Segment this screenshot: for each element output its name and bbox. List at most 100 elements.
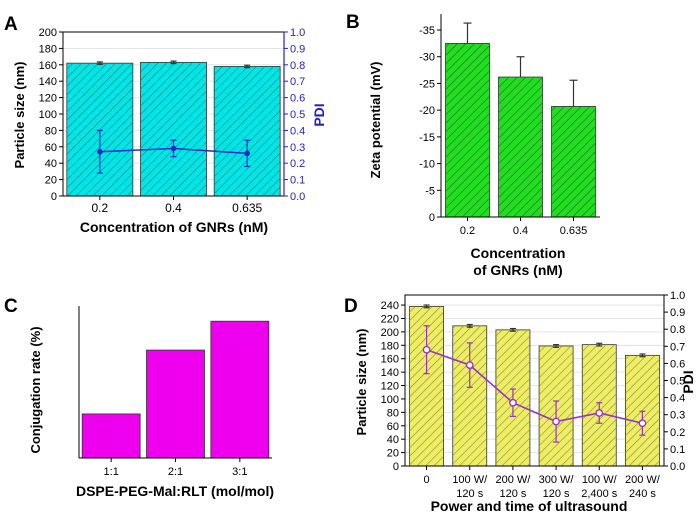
panel-d-y-tick-label: 80 [387,407,399,419]
panel-a-bar-hatch [66,63,133,196]
panel-d-y2-tick-label: 0.1 [670,444,685,456]
panel-d-pdi-point [595,409,604,417]
panel-b-y-tick-label: -25 [419,78,435,90]
panel-d-y-tick-label: 60 [387,421,399,433]
panel-d-pdi-line [426,348,643,425]
panel-b-bar-hatch [551,106,596,217]
panel-d-bar-hatch [625,355,660,466]
panel-d-y2-tick-label: 0.5 [670,376,685,388]
panel-d-x-tick-label: 200 W/ [625,474,661,486]
panel-b-y-tick-label: -20 [419,105,435,117]
panel-a-x-axis-label: Concentration of GNRs (nM) [80,219,268,235]
panel-a-y2-axis-label: PDI [311,103,327,126]
panel-a-y-tick-label: 200 [39,27,57,39]
panel-b-x-axis-label-line2: of GNRs (nM) [473,262,562,278]
panel-d-x-axis-label: Power and time of ultrasound [431,498,628,514]
panel-d-y-tick-label: 40 [387,434,399,446]
panel-a-label: A [4,14,18,35]
panel-a-y-tick-label: 60 [45,142,57,154]
panel-b-label: B [346,12,360,33]
panel-d-x-tick-label: 2,400 s [581,488,618,500]
panel-a-bar-hatch [214,66,281,196]
panel-a-y2-tick-label: 0.6 [290,93,305,105]
panel-b-x-tick-label: 0.2 [460,225,475,237]
panel-d-x-tick-label: 240 s [629,488,656,500]
panel-a-y2-tick-label: 0.3 [290,142,305,154]
panel-d-x-tick-label: 120 s [543,488,570,500]
panel-b-y-tick-label: -30 [419,52,435,64]
panel-d-y-tick-label: 200 [381,327,399,339]
panel-a-y-tick-label: 80 [45,125,57,137]
panel-c-bar [146,349,205,459]
panel-b-x-axis-label-line1: Concentration [471,245,566,261]
panel-a-y2-tick-label: 0.8 [290,60,305,72]
panel-d-x-tick-label: 120 s [499,488,526,500]
panel-d-y2-tick-label: 0.3 [670,410,685,422]
panel-d-pdi-point [465,361,474,370]
panel-c-bar [210,320,270,459]
panel-d-y-tick-label: 220 [381,313,399,325]
panel-a-y-tick-label: 40 [45,158,57,170]
panel-d-y-tick-label: 240 [381,300,399,312]
panel-d-y-axis-label: Particle size (nm) [354,329,369,436]
panel-d-pdi-point [509,398,517,407]
panel-d-x-tick-label: 0 [424,474,430,486]
panel-d-y2-tick-label: 0.9 [670,307,685,319]
panel-a-y-tick-label: 180 [39,43,57,55]
panel-a-pdi-point [244,150,250,157]
panel-d-pdi-point [638,419,647,428]
panel-d-y-tick-label: 120 [381,381,399,393]
panel-d-label: D [344,296,358,317]
panel-a-y-tick-label: 120 [39,93,57,105]
panel-a-y-tick-label: 140 [39,76,57,88]
panel-d-pdi-point [422,345,431,354]
panel-c-x-tick-label: 1:1 [104,466,119,478]
panel-a-y2-tick-label: 0.5 [290,109,305,121]
panel-d-y2-tick-label: 0.0 [670,461,685,473]
panel-d-y2-tick-label: 0.6 [670,358,685,370]
panel-a-pdi-point [97,148,103,155]
panel-a-y2-tick-label: 0.2 [290,158,305,170]
panel-a-pdi-point [170,145,177,152]
panel-d-y2-tick-label: 0.2 [670,427,685,439]
panel-a-x-tick-label: 0.2 [91,201,108,215]
panel-c-y-axis-label: Conjugation rate (%) [28,326,43,453]
panel-d-pdi-point [552,417,560,426]
panel-d-x-tick-label: 300 W/ [539,474,575,486]
panel-b-y-tick-label: -10 [419,159,435,171]
panel-b-bar-hatch [445,43,490,218]
panel-b-y-axis-label: Zeta potential (mV) [368,61,383,178]
panel-a-y-tick-label: 0 [51,191,57,203]
panel-d-y2-tick-label: 0.4 [670,393,685,405]
panel-b-y-tick-label: -5 [425,185,435,197]
panel-d-y-tick-label: 20 [387,448,399,460]
panel-d-y2-tick-label: 0.8 [670,324,685,336]
panel-d-x-tick-label: 120 s [456,488,483,500]
panel-b-x-tick-label: 0.635 [560,225,588,237]
panel-a-x-tick-label: 0.635 [232,201,262,215]
panel-c-x-axis-label: DSPE-PEG-Mal:RLT (mol/mol) [76,483,274,499]
panel-d-y-tick-label: 100 [381,394,399,406]
panel-a-bar-hatch [140,62,207,197]
panel-a-y-axis-label: Particle size (nm) [12,62,27,169]
panel-b-y-tick-label: 0 [429,212,435,224]
panel-a-y2-tick-label: 1.0 [290,27,305,39]
panel-c: 1:1 2:1 3:1 DSPE-PEG-Mal:RLT (mol/mol) Con… [28,306,274,499]
panel-a: 0 20 40 60 80 100 120 140 160 180 200 0.0 0.1 0.2 0.3 0… [12,27,327,235]
panel-a-y2-tick-label: 0.1 [290,175,305,187]
panel-a-y2-tick-label: 0.9 [290,43,305,55]
panel-b-y-tick-label: -15 [419,132,435,144]
panel-d-y2-tick-label: 0.7 [670,341,685,353]
panel-d-y-tick-label: 160 [381,354,399,366]
panel-d-y2-axis-label: PDI [680,370,696,393]
panel-d-y2-tick-label: 1.0 [670,290,685,302]
panel-d-x-tick-label: 100 W/ [582,474,618,486]
panel-c-x-tick-label: 2:1 [168,466,183,478]
panel-b-x-tick-label: 0.4 [513,225,528,237]
panel-d-y-tick-label: 0 [393,461,399,473]
panel-d-x-tick-label: 200 W/ [495,474,531,486]
panel-b-bar-hatch [498,77,543,218]
panel-d: 0204060801001201401601802002202400.00.10… [354,290,696,514]
